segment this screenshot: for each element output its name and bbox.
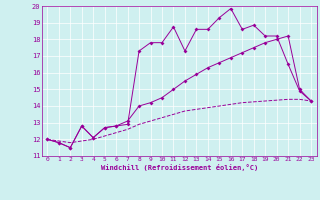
X-axis label: Windchill (Refroidissement éolien,°C): Windchill (Refroidissement éolien,°C) [100,164,258,171]
